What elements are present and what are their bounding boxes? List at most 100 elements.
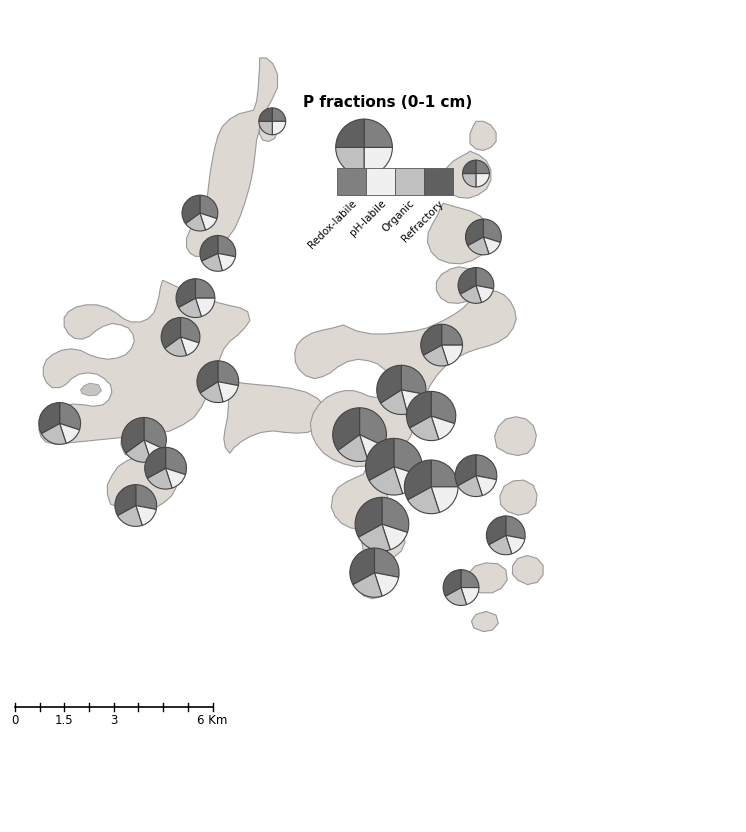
Text: 1.5: 1.5 — [55, 714, 74, 726]
Wedge shape — [41, 423, 66, 444]
Wedge shape — [369, 467, 403, 495]
Wedge shape — [489, 535, 512, 555]
Polygon shape — [470, 121, 496, 151]
Wedge shape — [218, 235, 236, 257]
Wedge shape — [394, 467, 421, 493]
Wedge shape — [182, 196, 200, 224]
Polygon shape — [331, 467, 388, 529]
Wedge shape — [136, 484, 157, 509]
Wedge shape — [197, 361, 218, 393]
Wedge shape — [461, 570, 479, 587]
Text: 3: 3 — [110, 714, 117, 726]
Wedge shape — [506, 535, 525, 554]
Wedge shape — [60, 403, 81, 430]
Wedge shape — [364, 147, 392, 176]
Wedge shape — [272, 121, 286, 135]
Wedge shape — [443, 570, 461, 597]
Text: P fractions (0-1 cm): P fractions (0-1 cm) — [304, 95, 472, 110]
Wedge shape — [374, 572, 398, 596]
Wedge shape — [442, 345, 463, 365]
Wedge shape — [394, 438, 422, 476]
Text: 6 Km: 6 Km — [198, 714, 228, 726]
Wedge shape — [336, 119, 364, 147]
Wedge shape — [476, 476, 497, 496]
Polygon shape — [353, 421, 374, 436]
Wedge shape — [336, 147, 364, 176]
Wedge shape — [178, 298, 201, 318]
Wedge shape — [353, 572, 382, 597]
Polygon shape — [121, 429, 146, 455]
Wedge shape — [377, 365, 401, 403]
Wedge shape — [461, 587, 479, 605]
Polygon shape — [467, 563, 507, 593]
Wedge shape — [460, 285, 481, 304]
Wedge shape — [410, 416, 439, 441]
Wedge shape — [181, 337, 199, 355]
Wedge shape — [166, 468, 186, 488]
Wedge shape — [380, 390, 407, 414]
Wedge shape — [200, 196, 218, 219]
Wedge shape — [115, 484, 136, 516]
Wedge shape — [407, 391, 431, 428]
Wedge shape — [360, 408, 386, 446]
Wedge shape — [445, 587, 466, 606]
Wedge shape — [259, 121, 272, 135]
Wedge shape — [455, 455, 476, 486]
Wedge shape — [468, 237, 489, 255]
Polygon shape — [362, 523, 405, 561]
Wedge shape — [407, 487, 439, 513]
Wedge shape — [145, 448, 166, 478]
Wedge shape — [466, 219, 483, 245]
Wedge shape — [355, 498, 382, 537]
Wedge shape — [401, 365, 426, 394]
Wedge shape — [60, 423, 80, 443]
Wedge shape — [404, 460, 431, 500]
Wedge shape — [506, 516, 525, 539]
Polygon shape — [186, 58, 278, 256]
Wedge shape — [463, 174, 476, 187]
Wedge shape — [186, 213, 205, 231]
Wedge shape — [39, 403, 60, 433]
Wedge shape — [476, 160, 489, 174]
Wedge shape — [483, 237, 501, 254]
Wedge shape — [401, 390, 425, 414]
Text: pH-labile: pH-labile — [348, 198, 388, 238]
Wedge shape — [476, 285, 494, 303]
Wedge shape — [200, 213, 217, 230]
Wedge shape — [161, 318, 181, 349]
Wedge shape — [218, 382, 239, 402]
Wedge shape — [476, 174, 489, 187]
Wedge shape — [463, 160, 476, 174]
Wedge shape — [147, 468, 172, 489]
Wedge shape — [483, 219, 501, 242]
Wedge shape — [272, 108, 286, 121]
Wedge shape — [360, 434, 384, 460]
Wedge shape — [126, 440, 151, 463]
Wedge shape — [200, 382, 223, 403]
Wedge shape — [259, 108, 272, 121]
Wedge shape — [338, 434, 368, 462]
Wedge shape — [431, 460, 458, 487]
Polygon shape — [295, 290, 516, 467]
Wedge shape — [333, 408, 360, 450]
Bar — [366, 168, 395, 196]
Wedge shape — [200, 235, 218, 261]
Polygon shape — [39, 280, 250, 444]
Wedge shape — [218, 361, 239, 385]
Text: Organic: Organic — [380, 198, 416, 234]
Polygon shape — [513, 556, 543, 585]
Wedge shape — [476, 455, 497, 479]
Text: 0: 0 — [11, 714, 19, 726]
Wedge shape — [195, 279, 215, 298]
Wedge shape — [195, 298, 215, 317]
Polygon shape — [224, 380, 327, 453]
Wedge shape — [366, 438, 394, 480]
Bar — [395, 168, 424, 196]
Wedge shape — [458, 268, 476, 294]
Wedge shape — [358, 524, 390, 551]
Bar — [424, 168, 453, 196]
Polygon shape — [436, 267, 485, 304]
Wedge shape — [431, 391, 456, 423]
Wedge shape — [136, 506, 157, 525]
Wedge shape — [165, 337, 186, 356]
